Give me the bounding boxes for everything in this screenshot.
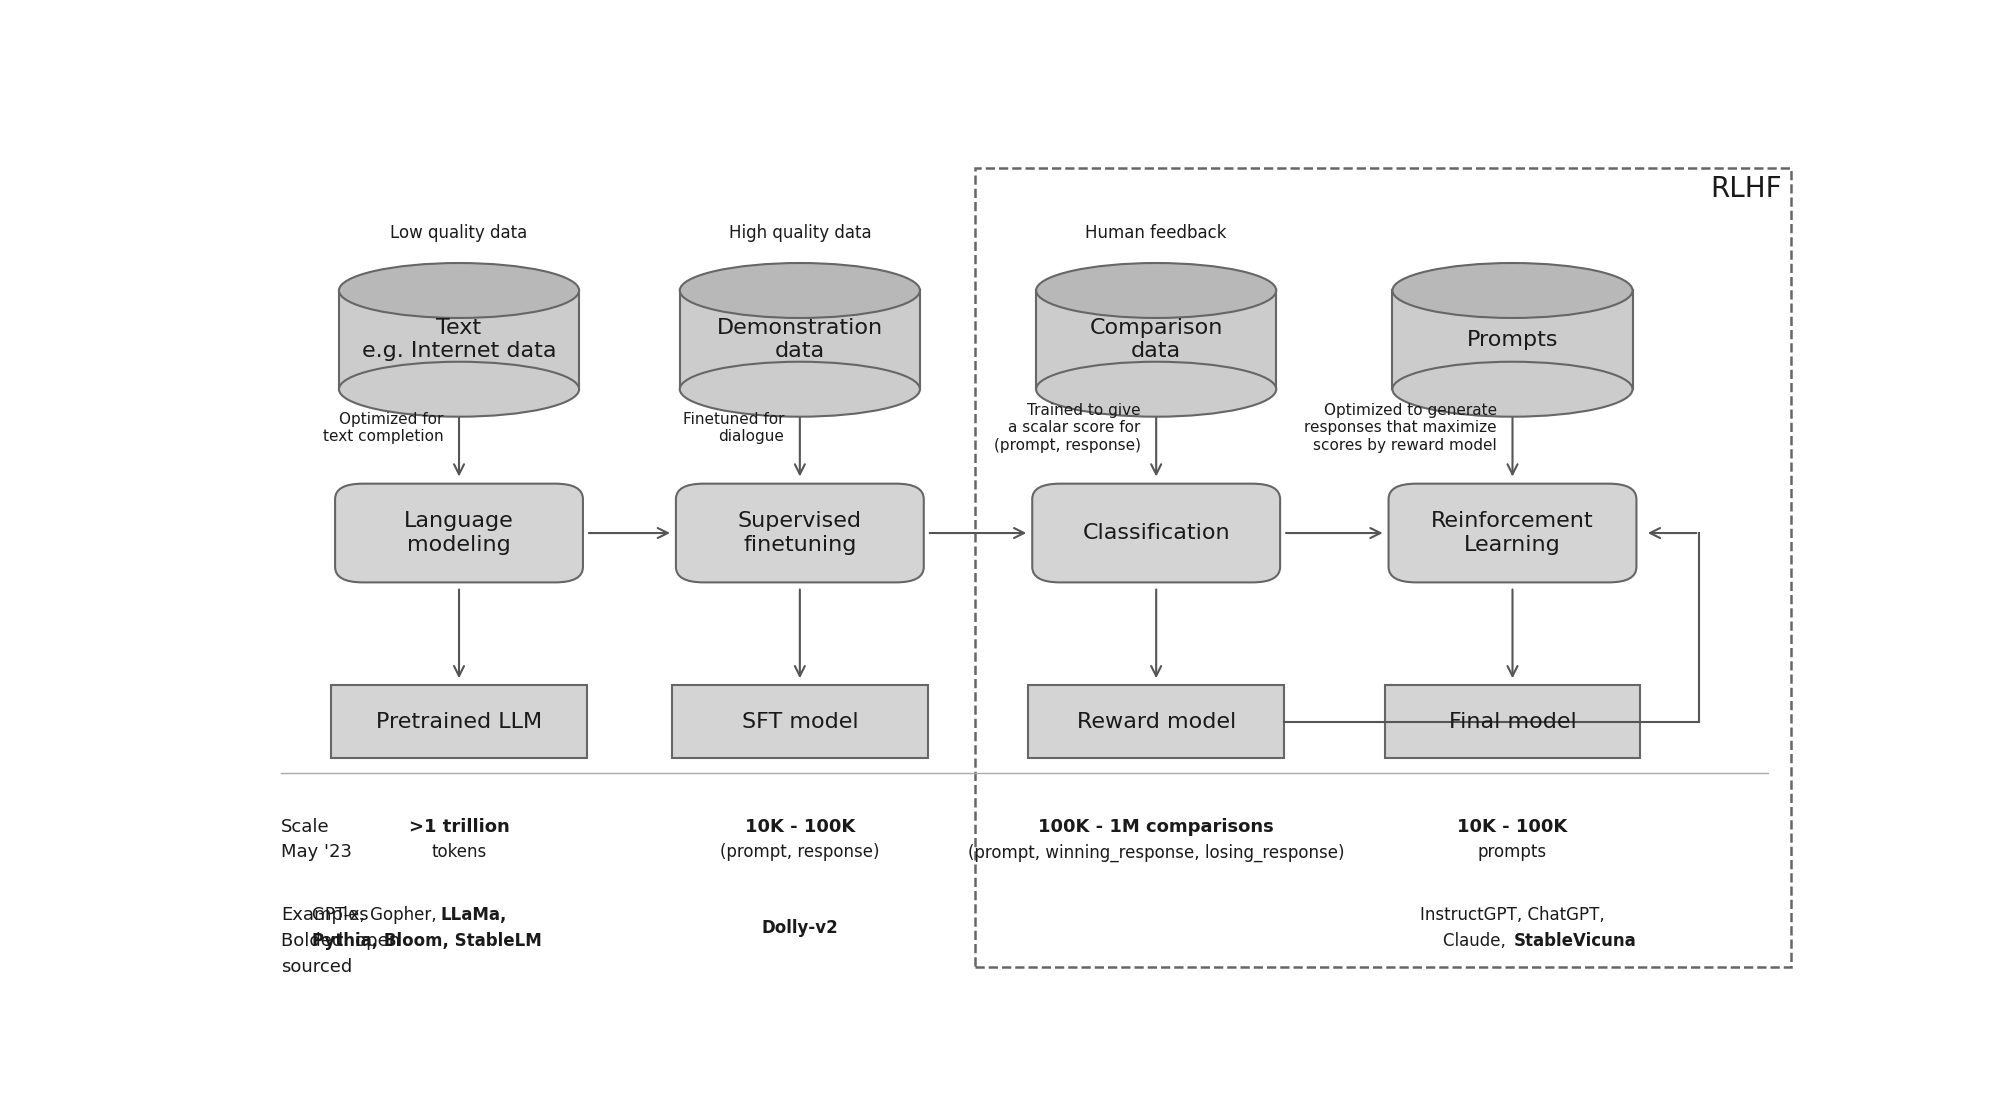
Text: sourced: sourced xyxy=(280,958,352,976)
Text: Language
modeling: Language modeling xyxy=(404,512,513,554)
Ellipse shape xyxy=(340,263,579,318)
Text: LLaMa,: LLaMa, xyxy=(440,906,507,924)
Text: Claude,: Claude, xyxy=(1443,932,1510,950)
Bar xyxy=(1393,291,1632,389)
Text: Low quality data: Low quality data xyxy=(390,223,527,242)
Text: Demonstration
data: Demonstration data xyxy=(717,318,883,361)
Text: Text
e.g. Internet data: Text e.g. Internet data xyxy=(362,318,555,361)
Text: Pythia, Bloom, StableLM: Pythia, Bloom, StableLM xyxy=(312,932,541,950)
Text: (prompt, response): (prompt, response) xyxy=(719,843,879,862)
Bar xyxy=(1035,291,1275,389)
Ellipse shape xyxy=(340,361,579,417)
FancyBboxPatch shape xyxy=(336,484,583,582)
Text: 10K - 100K: 10K - 100K xyxy=(1457,817,1566,835)
FancyBboxPatch shape xyxy=(1389,484,1636,582)
Ellipse shape xyxy=(1393,361,1632,417)
Text: Dolly-v2: Dolly-v2 xyxy=(761,919,837,937)
Ellipse shape xyxy=(1035,263,1275,318)
Text: Final model: Final model xyxy=(1449,711,1576,731)
Ellipse shape xyxy=(1035,361,1275,417)
Text: Supervised
finetuning: Supervised finetuning xyxy=(737,512,861,554)
FancyBboxPatch shape xyxy=(1385,686,1640,758)
Text: GPT-x, Gopher,: GPT-x, Gopher, xyxy=(312,906,442,924)
Bar xyxy=(340,291,579,389)
Text: SFT model: SFT model xyxy=(741,711,857,731)
Text: Finetuned for
dialogue: Finetuned for dialogue xyxy=(683,411,783,444)
Text: Reward model: Reward model xyxy=(1077,711,1235,731)
Text: High quality data: High quality data xyxy=(727,223,871,242)
Text: Pretrained LLM: Pretrained LLM xyxy=(376,711,541,731)
Text: StableVicuna: StableVicuna xyxy=(1512,932,1636,950)
Text: Classification: Classification xyxy=(1081,523,1229,543)
FancyBboxPatch shape xyxy=(1027,686,1283,758)
Bar xyxy=(679,291,919,389)
Text: RLHF: RLHF xyxy=(1710,175,1780,203)
Text: (prompt, winning_response, losing_response): (prompt, winning_response, losing_respon… xyxy=(967,843,1345,862)
Text: Optimized to generate
responses that maximize
scores by reward model: Optimized to generate responses that max… xyxy=(1305,403,1497,453)
FancyBboxPatch shape xyxy=(671,686,927,758)
Text: Prompts: Prompts xyxy=(1467,330,1558,350)
Text: May '23: May '23 xyxy=(280,843,352,862)
Text: Examples: Examples xyxy=(280,906,368,924)
FancyBboxPatch shape xyxy=(332,686,587,758)
Text: 10K - 100K: 10K - 100K xyxy=(745,817,855,835)
Text: 100K - 1M comparisons: 100K - 1M comparisons xyxy=(1037,817,1273,835)
Text: Human feedback: Human feedback xyxy=(1085,223,1227,242)
Text: >1 trillion: >1 trillion xyxy=(408,817,509,835)
FancyBboxPatch shape xyxy=(675,484,923,582)
Text: Bolded: open: Bolded: open xyxy=(280,932,400,950)
FancyBboxPatch shape xyxy=(1031,484,1279,582)
Ellipse shape xyxy=(1393,263,1632,318)
Text: Scale: Scale xyxy=(280,817,330,835)
Text: Comparison
data: Comparison data xyxy=(1089,318,1223,361)
Text: Trained to give
a scalar score for
(prompt, response): Trained to give a scalar score for (prom… xyxy=(993,403,1141,453)
Text: tokens: tokens xyxy=(432,843,486,862)
Text: InstructGPT, ChatGPT,: InstructGPT, ChatGPT, xyxy=(1419,906,1604,924)
Text: Optimized for
text completion: Optimized for text completion xyxy=(324,411,444,444)
Ellipse shape xyxy=(679,361,919,417)
Text: Reinforcement
Learning: Reinforcement Learning xyxy=(1431,512,1592,554)
Ellipse shape xyxy=(679,263,919,318)
Text: prompts: prompts xyxy=(1477,843,1546,862)
